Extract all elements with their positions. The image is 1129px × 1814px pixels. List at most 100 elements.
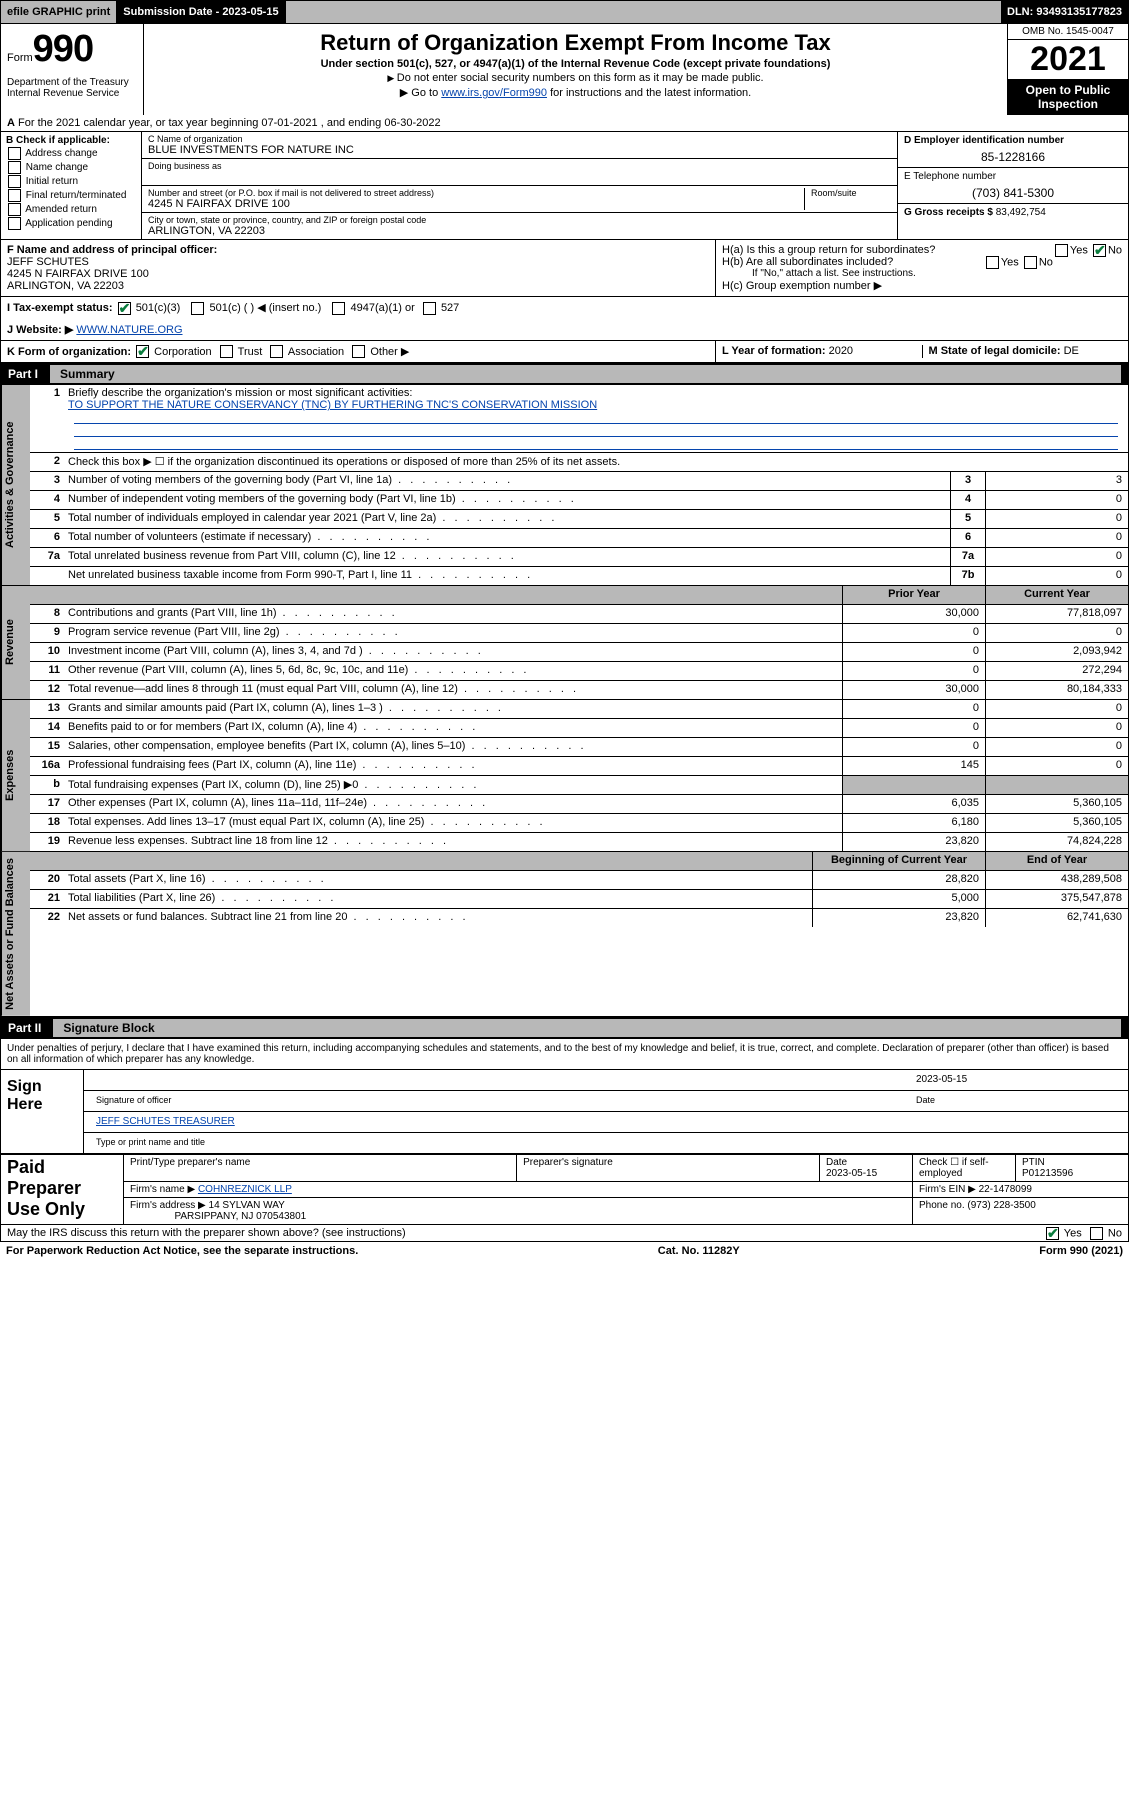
summary-gov: Activities & Governance 1 Briefly descri… (0, 385, 1129, 586)
hc-label: H(c) Group exemption number ▶ (722, 279, 1122, 292)
box-f: F Name and address of principal officer:… (1, 240, 715, 296)
summary-row: 15Salaries, other compensation, employee… (30, 738, 1128, 757)
note-goto-post: for instructions and the latest informat… (547, 87, 751, 99)
footer-right: Form 990 (2021) (1039, 1245, 1123, 1257)
room-label: Room/suite (811, 188, 891, 198)
chk-4947[interactable] (332, 302, 345, 315)
line-a-text: For the 2021 calendar year, or tax year … (18, 117, 441, 129)
mission-text[interactable]: TO SUPPORT THE NATURE CONSERVANCY (TNC) … (68, 399, 597, 411)
open-inspection: Open to Public Inspection (1008, 79, 1128, 115)
dept-label: Department of the Treasury Internal Reve… (7, 77, 137, 99)
summary-row: 5Total number of individuals employed in… (30, 510, 1128, 529)
summary-row: 9Program service revenue (Part VIII, lin… (30, 624, 1128, 643)
sig-name-title[interactable]: JEFF SCHUTES TREASURER (96, 1116, 235, 1127)
summary-row: 4Number of independent voting members of… (30, 491, 1128, 510)
footer-mid: Cat. No. 11282Y (658, 1245, 740, 1257)
box-de: D Employer identification number 85-1228… (897, 132, 1128, 239)
chk-initial[interactable]: Initial return (6, 175, 136, 188)
gross-label: G Gross receipts $ (904, 207, 993, 218)
summary-row: bTotal fundraising expenses (Part IX, co… (30, 776, 1128, 795)
q2-text: Check this box ▶ ☐ if the organization d… (64, 453, 1128, 471)
chk-501c[interactable] (191, 302, 204, 315)
box-b: B Check if applicable: Address change Na… (1, 132, 142, 239)
box-c: C Name of organization BLUE INVESTMENTS … (142, 132, 897, 239)
sig-name-title-label: Type or print name and title (90, 1135, 211, 1151)
summary-row: 21Total liabilities (Part X, line 26)5,0… (30, 890, 1128, 909)
summary-row: 8Contributions and grants (Part VIII, li… (30, 605, 1128, 624)
chk-501c3[interactable] (118, 302, 131, 315)
footer-left: For Paperwork Reduction Act Notice, see … (6, 1245, 358, 1257)
officer-addr1: 4245 N FAIRFAX DRIVE 100 (7, 268, 149, 280)
chk-corp[interactable] (136, 345, 149, 358)
city-value: ARLINGTON, VA 22203 (148, 225, 891, 237)
hb-label: H(b) Are all subordinates included? (722, 256, 893, 268)
firm-name[interactable]: COHNREZNICK LLP (198, 1184, 292, 1195)
chk-527[interactable] (423, 302, 436, 315)
may-discuss-row: May the IRS discuss this return with the… (0, 1225, 1129, 1242)
website-label: J Website: ▶ (7, 324, 73, 336)
prep-h3: Date (826, 1157, 847, 1168)
addr-value: 4245 N FAIRFAX DRIVE 100 (148, 198, 798, 210)
summary-row: Net unrelated business taxable income fr… (30, 567, 1128, 585)
chk-amended[interactable]: Amended return (6, 203, 136, 216)
irs-link[interactable]: www.irs.gov/Form990 (441, 87, 547, 99)
chk-other[interactable] (352, 345, 365, 358)
chk-assoc[interactable] (270, 345, 283, 358)
vtab-exp: Expenses (1, 700, 30, 851)
prep-label: Paid Preparer Use Only (1, 1155, 124, 1225)
year-formation-label: L Year of formation: (722, 345, 826, 357)
sign-here-label: Sign Here (1, 1070, 84, 1153)
row-klm: K Form of organization: Corporation Trus… (0, 341, 1129, 364)
omb-label: OMB No. 1545-0047 (1008, 24, 1128, 40)
row-fh: F Name and address of principal officer:… (0, 240, 1129, 297)
chk-final[interactable]: Final return/terminated (6, 189, 136, 202)
ha-no[interactable]: No (1108, 244, 1122, 256)
chk-name[interactable]: Name change (6, 161, 136, 174)
city-label: City or town, state or province, country… (148, 215, 891, 225)
summary-row: 19Revenue less expenses. Subtract line 1… (30, 833, 1128, 851)
summary-row: 22Net assets or fund balances. Subtract … (30, 909, 1128, 927)
domicile-label: M State of legal domicile: (929, 345, 1061, 357)
org-name-label: C Name of organization (148, 134, 891, 144)
summary-row: 12Total revenue—add lines 8 through 11 (… (30, 681, 1128, 699)
firm-name-label: Firm's name ▶ (130, 1184, 195, 1195)
part2-header: Part II Signature Block (0, 1017, 1129, 1039)
mission-label: Briefly describe the organization's miss… (68, 387, 412, 399)
discuss-yes[interactable] (1046, 1227, 1059, 1240)
ha-yes[interactable]: Yes (1070, 244, 1088, 256)
hdr-end: End of Year (985, 852, 1128, 870)
summary-row: 18Total expenses. Add lines 13–17 (must … (30, 814, 1128, 833)
hdr-prior: Prior Year (842, 586, 985, 604)
website-link[interactable]: WWW.NATURE.ORG (76, 324, 182, 336)
chk-trust[interactable] (220, 345, 233, 358)
title-box: Return of Organization Exempt From Incom… (144, 24, 1008, 115)
part1-label: Part I (8, 367, 50, 381)
officer-name: JEFF SCHUTES (7, 256, 89, 268)
discuss-no[interactable] (1090, 1227, 1103, 1240)
efile-label[interactable]: efile GRAPHIC print (1, 1, 117, 23)
page-footer: For Paperwork Reduction Act Notice, see … (0, 1242, 1129, 1260)
form-header: Form990 Department of the Treasury Inter… (0, 24, 1129, 115)
sig-officer-label: Signature of officer (90, 1093, 910, 1109)
box-b-header: B Check if applicable: (6, 135, 110, 146)
dba-label: Doing business as (148, 161, 891, 171)
note-goto-pre: Go to (411, 87, 441, 99)
summary-row: 7aTotal unrelated business revenue from … (30, 548, 1128, 567)
prep-h1: Print/Type preparer's name (124, 1155, 517, 1182)
hb-note: If "No," attach a list. See instructions… (722, 268, 1122, 279)
part2-label: Part II (8, 1021, 53, 1035)
chk-address[interactable]: Address change (6, 147, 136, 160)
top-bar: efile GRAPHIC print Submission Date - 20… (0, 0, 1129, 24)
sig-date: 2023-05-15 (910, 1072, 1122, 1088)
vtab-gov: Activities & Governance (1, 385, 30, 585)
prep-date: 2023-05-15 (826, 1168, 877, 1179)
prep-h5: PTIN (1022, 1157, 1045, 1168)
phone-value: (703) 841-5300 (904, 186, 1122, 200)
prep-h4[interactable]: Check ☐ if self-employed (913, 1155, 1016, 1182)
firm-ein: 22-1478099 (979, 1184, 1032, 1195)
summary-row: 11Other revenue (Part VIII, column (A), … (30, 662, 1128, 681)
vtab-net: Net Assets or Fund Balances (1, 852, 30, 1016)
firm-addr2: PARSIPPANY, NJ 070543801 (174, 1211, 306, 1222)
ha-label: H(a) Is this a group return for subordin… (722, 244, 935, 256)
chk-pending[interactable]: Application pending (6, 217, 136, 230)
